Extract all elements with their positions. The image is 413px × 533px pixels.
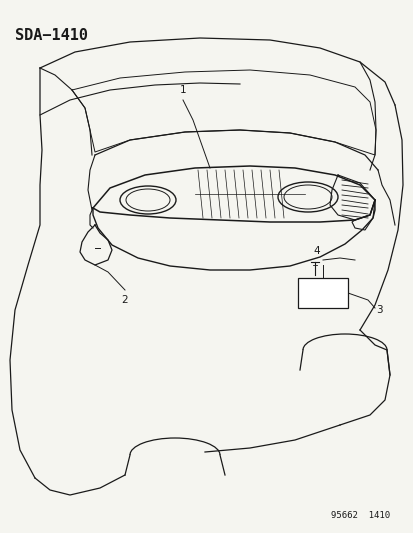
Text: 95662  1410: 95662 1410 bbox=[330, 511, 389, 520]
Text: 3: 3 bbox=[375, 305, 382, 315]
Text: 4: 4 bbox=[313, 246, 319, 256]
Text: 2: 2 bbox=[121, 295, 128, 305]
Text: SDA−1410: SDA−1410 bbox=[15, 28, 88, 43]
Text: 1: 1 bbox=[179, 85, 186, 95]
FancyBboxPatch shape bbox=[297, 278, 347, 308]
